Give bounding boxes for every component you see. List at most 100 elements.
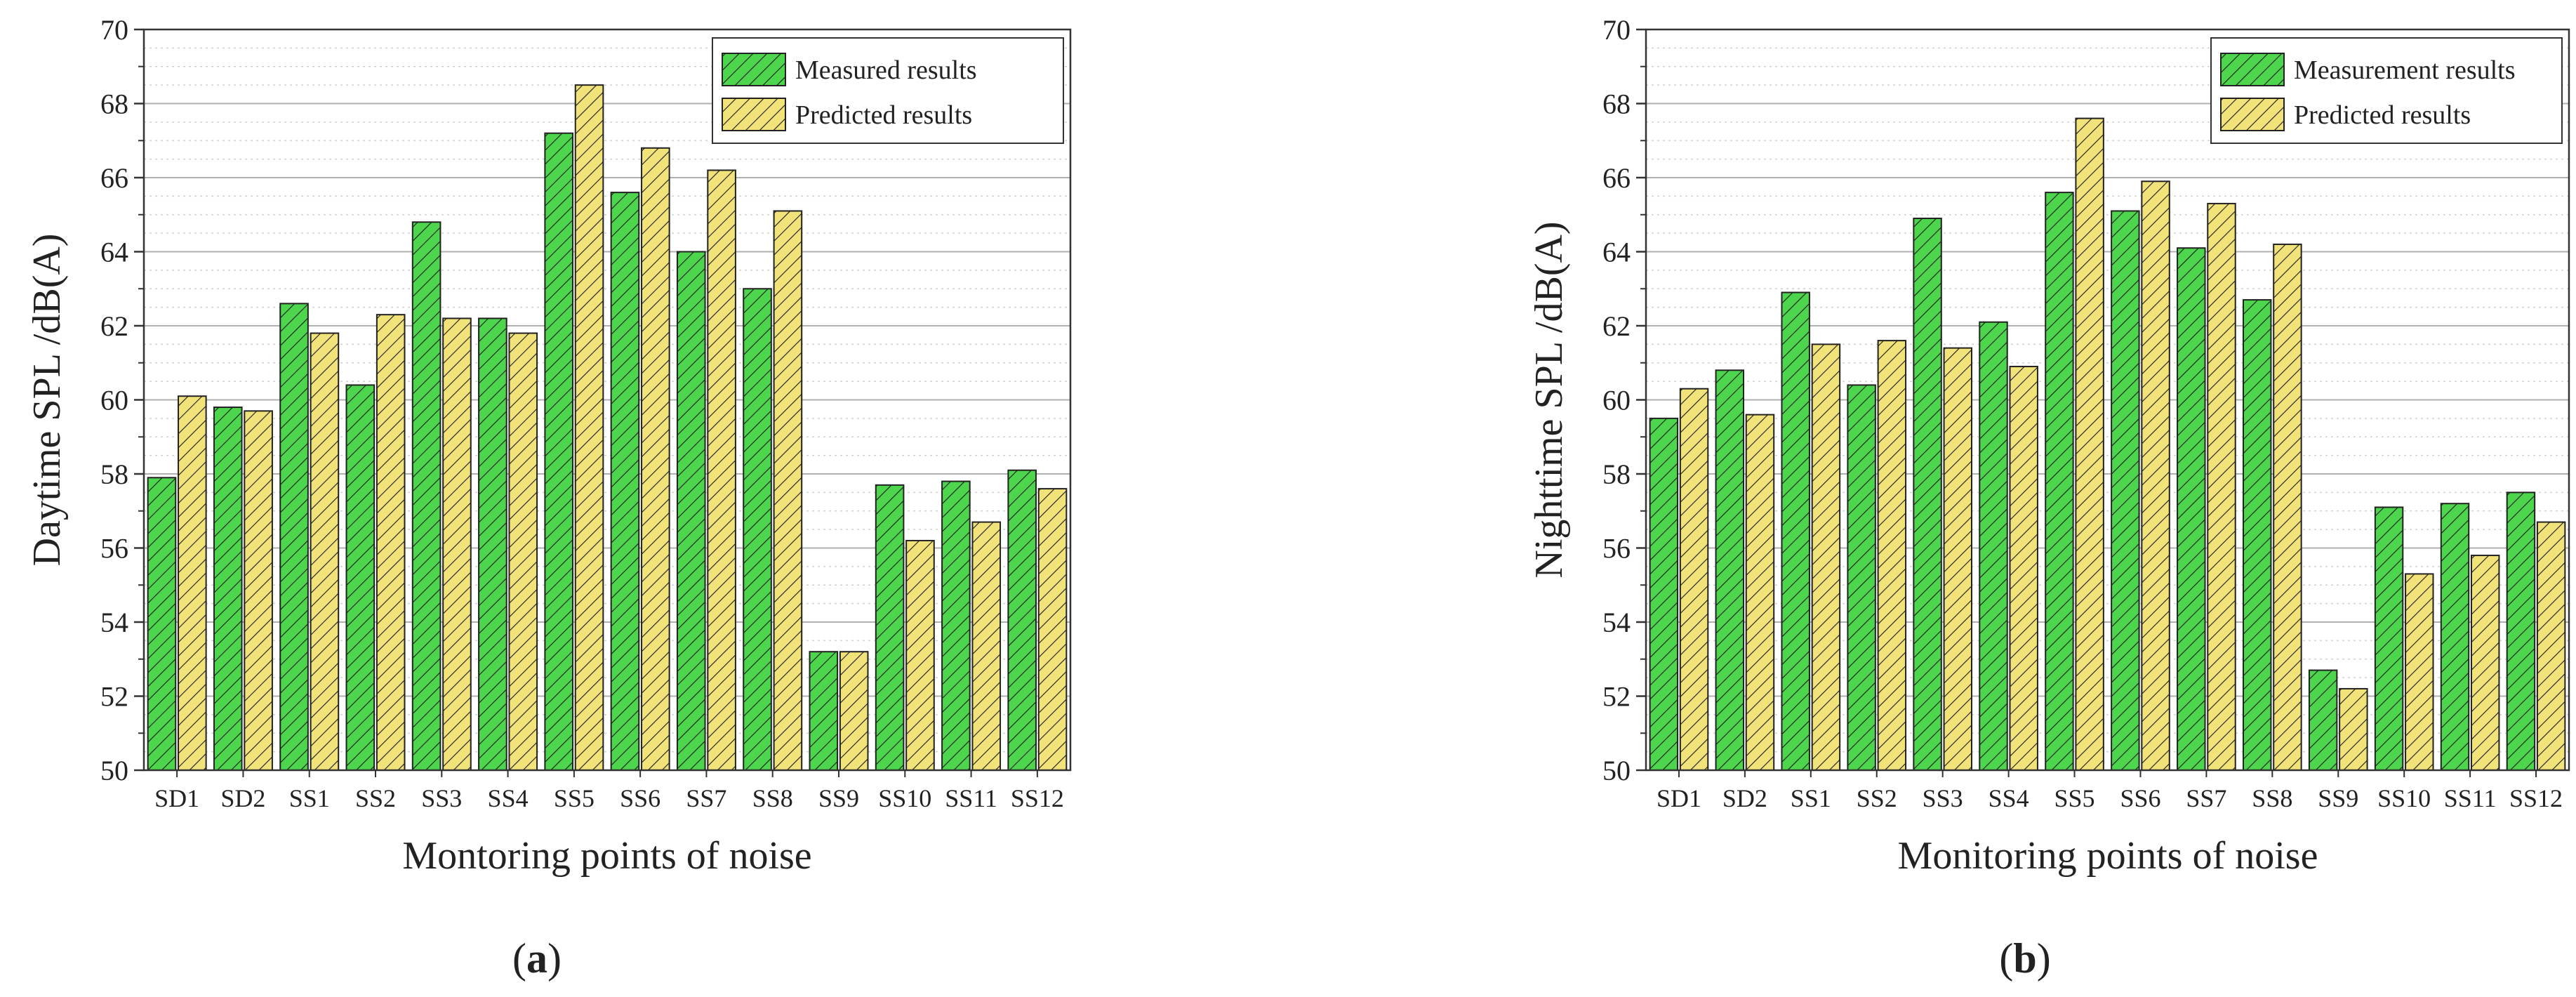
panel-label: (a) — [512, 935, 562, 982]
bar-predicted-ss8 — [773, 210, 803, 772]
bar-measured-ss10 — [875, 484, 905, 771]
bar-predicted-ss3 — [442, 317, 472, 771]
bar-measured-ss12 — [1007, 469, 1037, 771]
x-tick-label: SS2 — [1857, 784, 1897, 812]
bar-measured-ss9 — [809, 651, 839, 772]
panel-label-letter: a — [526, 935, 547, 982]
bar-measured-sd2 — [1715, 369, 1745, 771]
x-tick-label: SS11 — [945, 784, 997, 812]
bar-predicted-ss9 — [839, 651, 869, 772]
x-axis-title: Montoring points of noise — [402, 834, 811, 878]
bar-measured-ss12 — [2506, 491, 2536, 771]
y-tick-label: 70 — [1602, 14, 1631, 46]
bar-predicted-ss10 — [905, 539, 935, 771]
x-tick-label: SS4 — [488, 784, 529, 812]
y-axis-title: Nighttime SPL /dB(A) — [1527, 221, 1571, 578]
bar-measured-sd2 — [213, 407, 243, 771]
chart-panel-b: 50 52 54 56 58 60 62 64 66 68 70 SD1 SD2 SS1 SS2 SS3 SS4… — [1527, 14, 2570, 982]
x-tick-label: SS3 — [421, 784, 462, 812]
panel-label-close: ) — [547, 935, 562, 982]
bar-predicted-sd2 — [244, 410, 273, 771]
x-tick-label: SS7 — [2186, 784, 2226, 812]
bar-measured-ss7 — [2177, 247, 2206, 772]
bar-measured-ss5 — [544, 132, 573, 771]
bar-predicted-ss5 — [574, 84, 604, 771]
bar-measured-ss11 — [941, 480, 971, 771]
legend-swatch-predicted — [2220, 98, 2285, 131]
y-tick-label: 58 — [1602, 458, 1631, 490]
x-tick-label: SS7 — [686, 784, 726, 812]
y-tick-label: 62 — [1602, 310, 1631, 342]
x-tick-label: SS9 — [818, 784, 859, 812]
bar-predicted-ss4 — [2009, 366, 2038, 771]
y-tick-label: 64 — [100, 237, 128, 268]
bar-predicted-ss1 — [1811, 343, 1841, 771]
y-tick-label: 60 — [1602, 385, 1631, 416]
legend: Measured results Predicted results — [712, 37, 1064, 144]
bar-measured-ss6 — [610, 192, 640, 772]
bar-measured-ss8 — [743, 288, 772, 771]
bar-predicted-ss5 — [2075, 117, 2104, 772]
bar-measured-ss7 — [676, 251, 706, 771]
bar-predicted-ss1 — [310, 332, 340, 771]
x-tick-label: SD2 — [220, 784, 265, 812]
x-axis-title: Monitoring points of noise — [1898, 834, 2318, 878]
x-tick-label: SS12 — [2509, 784, 2563, 812]
bar-measured-ss2 — [1847, 384, 1876, 771]
y-axis-title: Daytime SPL /dB(A) — [25, 234, 69, 567]
bar-measured-ss6 — [2111, 210, 2140, 772]
x-tick-label: SS5 — [2054, 784, 2095, 812]
bar-measured-ss3 — [1913, 218, 1942, 771]
x-tick-label: SS6 — [620, 784, 660, 812]
x-tick-label: SD1 — [1657, 784, 1701, 812]
x-tick-label: SS11 — [2444, 784, 2497, 812]
panel-label-open: ( — [1999, 935, 2013, 982]
bar-measured-ss8 — [2242, 299, 2272, 771]
x-tick-label: SS8 — [2252, 784, 2292, 812]
legend-swatch-measured — [2220, 53, 2285, 86]
y-tick-label: 52 — [1602, 681, 1631, 713]
legend-label-measured: Measured results — [795, 55, 977, 85]
bar-measured-ss1 — [279, 303, 309, 772]
y-tick-label: 52 — [100, 681, 128, 713]
y-tick-label: 66 — [100, 162, 128, 194]
y-tick-label: 50 — [100, 755, 128, 786]
x-tick-label: SD1 — [154, 784, 199, 812]
bar-measured-ss10 — [2374, 506, 2404, 771]
bar-measured-ss11 — [2440, 503, 2470, 771]
x-tick-label: SS8 — [752, 784, 793, 812]
bar-measured-sd1 — [1649, 417, 1679, 771]
bar-predicted-ss2 — [376, 314, 406, 771]
x-tick-label: SS1 — [289, 784, 330, 812]
bar-measured-ss5 — [2045, 192, 2074, 772]
y-tick-label: 56 — [1602, 533, 1631, 564]
legend-swatch-measured — [722, 53, 786, 86]
bar-measured-ss2 — [345, 384, 376, 771]
bar-predicted-ss11 — [2470, 555, 2500, 771]
bar-predicted-ss9 — [2339, 687, 2368, 772]
bar-predicted-ss6 — [641, 147, 670, 772]
y-tick-label: 50 — [1602, 755, 1631, 786]
bar-predicted-ss11 — [971, 521, 1002, 771]
panel-label-close: ) — [2037, 935, 2051, 982]
bar-predicted-ss7 — [707, 169, 736, 771]
x-tick-label: SS5 — [554, 784, 595, 812]
y-tick-label: 60 — [100, 385, 128, 416]
legend-label-measured: Measurement results — [2294, 55, 2516, 85]
legend-label-predicted: Predicted results — [2294, 100, 2471, 130]
bar-measured-ss4 — [1979, 321, 2008, 772]
panel-label-open: ( — [512, 935, 526, 982]
bar-predicted-ss6 — [2141, 180, 2170, 771]
x-tick-label: SS10 — [2377, 784, 2431, 812]
y-tick-label: 64 — [1602, 237, 1631, 268]
y-tick-label: 70 — [100, 14, 128, 46]
x-tick-label: SS12 — [1011, 784, 1064, 812]
bar-measured-ss3 — [411, 221, 441, 771]
bar-predicted-ss2 — [1877, 340, 1907, 772]
legend-swatch-predicted — [722, 98, 786, 131]
y-tick-label: 62 — [100, 310, 128, 342]
panel-label: (b) — [1999, 935, 2050, 982]
y-tick-label: 66 — [1602, 162, 1631, 194]
bar-predicted-ss3 — [1943, 347, 1973, 771]
bar-measured-ss1 — [1781, 291, 1810, 771]
